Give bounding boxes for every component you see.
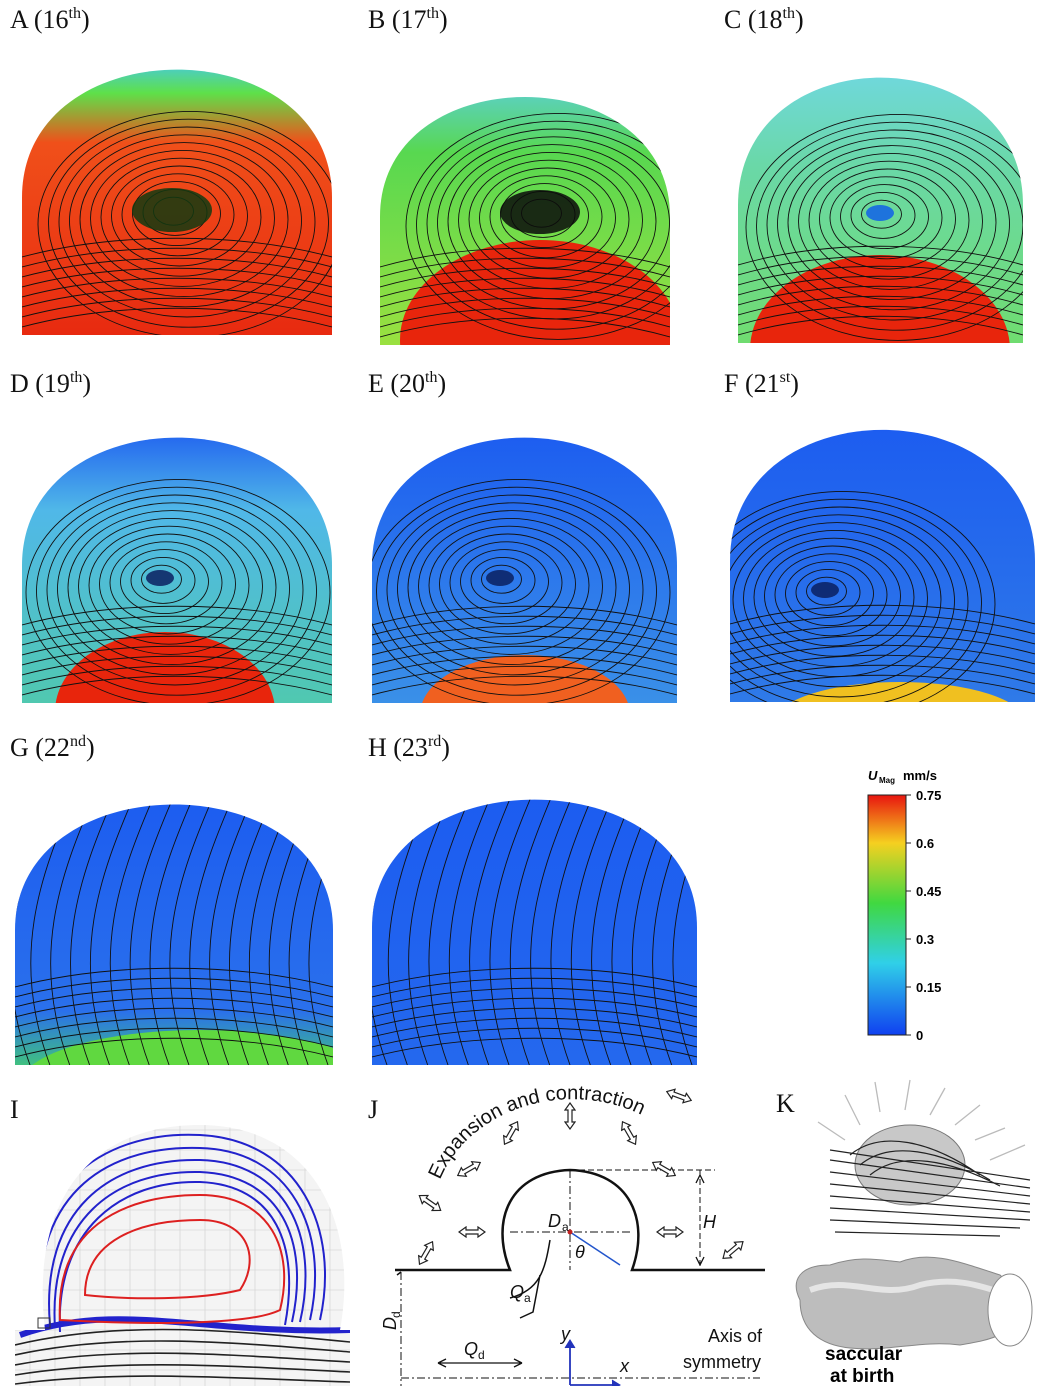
axis-x: x (619, 1356, 630, 1376)
flow-panel: D (19th) (10, 369, 332, 792)
mesh (10, 1120, 355, 1386)
flow-field (738, 68, 1047, 445)
velocity-field (730, 420, 1035, 702)
axis-note: symmetry (683, 1352, 761, 1372)
colorbar-tick-label: 0 (916, 1028, 923, 1043)
vortex-core (132, 188, 212, 232)
panel-title: C (18th) (724, 5, 804, 34)
symbol: H (703, 1212, 717, 1232)
caption-path: Expansion and contraction (424, 1082, 648, 1182)
colorbar: U Mag mm/s 0.75 0.6 0.45 0.3 0.15 0 (868, 768, 941, 1043)
title-sup: th (427, 5, 439, 22)
flow-field (366, 428, 677, 775)
symbol: Q (464, 1339, 478, 1359)
axis-note: Axis of (708, 1326, 763, 1346)
panel-label: K (776, 1089, 795, 1118)
jet-region (20, 1030, 380, 1140)
colorbar-tick-label: 0.6 (916, 836, 934, 851)
title-main: H (23 (368, 733, 428, 762)
velocity-field (372, 790, 697, 1065)
figure: A (16th)B (17th)C (18th)D (19th)E (20th)… (0, 0, 1047, 1386)
subscript: d (478, 1348, 485, 1362)
symbol: Q (510, 1282, 524, 1302)
title-sup: th (69, 5, 81, 22)
panel-title: B (17th) (368, 5, 448, 34)
panel-label: J (368, 1095, 378, 1124)
title-sup: th (783, 5, 795, 22)
title-main: C (18 (724, 5, 783, 34)
jet-region (420, 655, 630, 775)
caption: Expansion and contraction (424, 1082, 648, 1182)
caption: at birth (830, 1366, 894, 1386)
jet-region (775, 682, 1025, 762)
jet-region (400, 240, 680, 440)
vortex-core (866, 205, 894, 221)
title-main: G (22 (10, 733, 70, 762)
subscript: a (562, 1220, 569, 1234)
vortex-core (146, 570, 174, 586)
title-end: ) (438, 369, 447, 398)
panel-title: H (23rd) (368, 733, 450, 762)
flow-field (368, 790, 717, 1065)
flow-panel: H (23rd) (368, 733, 717, 1065)
subscript: d (389, 1311, 403, 1318)
panel-title: G (22nd) (10, 733, 95, 762)
colorbar-symbol: U (868, 768, 878, 783)
title-end: ) (439, 5, 448, 34)
colorbar-tick-label: 0.15 (916, 980, 941, 995)
title-main: F (21 (724, 369, 780, 398)
vortex-core (500, 190, 580, 234)
flow-panel: E (20th) (366, 369, 677, 775)
flow-panel: A (16th) (10, 5, 342, 337)
title-main: B (17 (368, 5, 427, 34)
vortex-core (811, 582, 839, 598)
velocity-field (15, 795, 333, 1065)
title-sup: rd (428, 733, 441, 750)
panel-k: K saccular at birth (776, 1080, 1032, 1386)
panel-title: E (20th) (368, 369, 446, 398)
title-main: A (16 (10, 5, 69, 34)
guide (570, 1170, 715, 1270)
colorbar-subscript: Mag (879, 776, 895, 785)
flow-field (691, 420, 1035, 762)
vortex-core (486, 570, 514, 586)
panel-j: J Expansion and contraction D a θ H Q a … (368, 1082, 765, 1386)
title-main: D (19 (10, 369, 70, 398)
axis-y: y (559, 1324, 571, 1344)
panel-title: F (21st) (724, 369, 799, 398)
title-sup: th (425, 369, 437, 386)
symbol: θ (575, 1242, 585, 1262)
subscript: a (524, 1291, 531, 1305)
panel-title: A (16th) (10, 5, 90, 34)
title-end: ) (81, 5, 90, 34)
panel-label: I (10, 1095, 19, 1124)
title-end: ) (82, 369, 91, 398)
title-main: E (20 (368, 369, 425, 398)
colorbar-unit: mm/s (903, 768, 937, 783)
caption: saccular (825, 1344, 903, 1365)
panel-title: D (19th) (10, 369, 91, 398)
colorbar-tick-label: 0.75 (916, 788, 941, 803)
colorbar-tick-label: 0.3 (916, 932, 934, 947)
panel-i: I (10, 1095, 355, 1386)
flow-field (11, 795, 380, 1140)
title-end: ) (790, 369, 799, 398)
title-end: ) (86, 733, 95, 762)
title-sup: nd (70, 733, 86, 750)
flow-panel: F (21st) (691, 369, 1035, 762)
flow-panel: G (22nd) (10, 733, 380, 1140)
flow-field (22, 60, 342, 337)
symbol: D (548, 1211, 561, 1231)
flow-field (380, 88, 710, 440)
colorbar-tick-label: 0.45 (916, 884, 941, 899)
title-end: ) (795, 5, 804, 34)
title-sup: st (780, 369, 791, 386)
title-sup: th (70, 369, 82, 386)
title-end: ) (441, 733, 450, 762)
colorbar-bar (868, 795, 906, 1035)
